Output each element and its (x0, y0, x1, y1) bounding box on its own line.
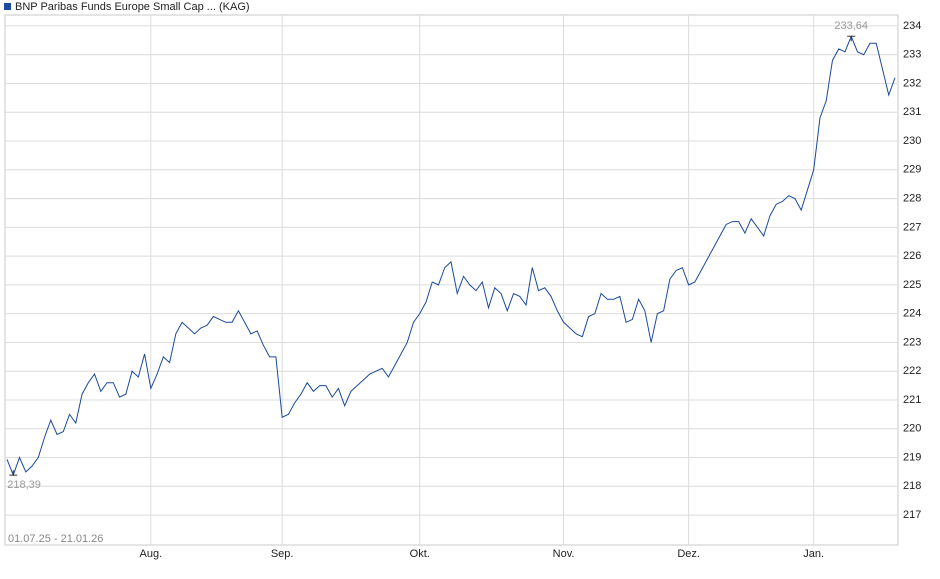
legend-swatch (4, 3, 11, 10)
extreme-label: 233,64 (834, 20, 868, 32)
y-tick-label: 221 (903, 394, 921, 406)
price-line (6, 34, 896, 477)
y-tick-label: 232 (903, 77, 921, 89)
y-tick-label: 228 (903, 192, 921, 204)
y-tick-label: 230 (903, 135, 921, 147)
y-tick-label: 222 (903, 365, 921, 377)
y-tick-label: 226 (903, 250, 921, 262)
y-tick-label: 234 (903, 20, 921, 32)
x-tick-label: Jan. (803, 548, 824, 560)
extreme-marker (9, 470, 18, 476)
y-tick-label: 229 (903, 164, 921, 176)
y-tick-label: 231 (903, 106, 921, 118)
x-tick-label: Dez. (677, 548, 700, 560)
y-tick-label: 218 (903, 480, 921, 492)
x-tick-label: Aug. (140, 548, 163, 560)
extreme-label: 218,39 (7, 479, 41, 491)
legend-label: BNP Paribas Funds Europe Small Cap ... (… (15, 1, 250, 13)
y-tick-label: 219 (903, 451, 921, 463)
y-tick-label: 217 (903, 509, 921, 521)
extreme-marker (847, 35, 856, 42)
x-tick-label: Okt. (410, 548, 430, 560)
x-tick-label: Sep. (271, 548, 294, 560)
y-tick-label: 223 (903, 336, 921, 348)
y-tick-label: 233 (903, 49, 921, 61)
date-range: 01.07.25 - 21.01.26 (8, 533, 103, 545)
y-tick-label: 220 (903, 423, 921, 435)
y-tick-label: 227 (903, 221, 921, 233)
x-tick-label: Nov. (553, 548, 575, 560)
plot-frame (4, 14, 899, 546)
y-tick-label: 225 (903, 279, 921, 291)
y-tick-label: 224 (903, 308, 921, 320)
